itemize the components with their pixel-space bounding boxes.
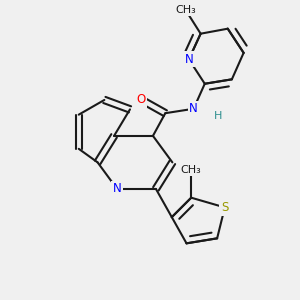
Text: O: O bbox=[136, 93, 145, 106]
Text: N: N bbox=[184, 53, 193, 66]
Text: CH₃: CH₃ bbox=[175, 4, 196, 14]
Text: CH₃: CH₃ bbox=[181, 165, 202, 175]
Text: H: H bbox=[214, 111, 222, 121]
Text: N: N bbox=[112, 182, 122, 195]
Text: S: S bbox=[221, 201, 229, 214]
Text: N: N bbox=[189, 102, 198, 115]
